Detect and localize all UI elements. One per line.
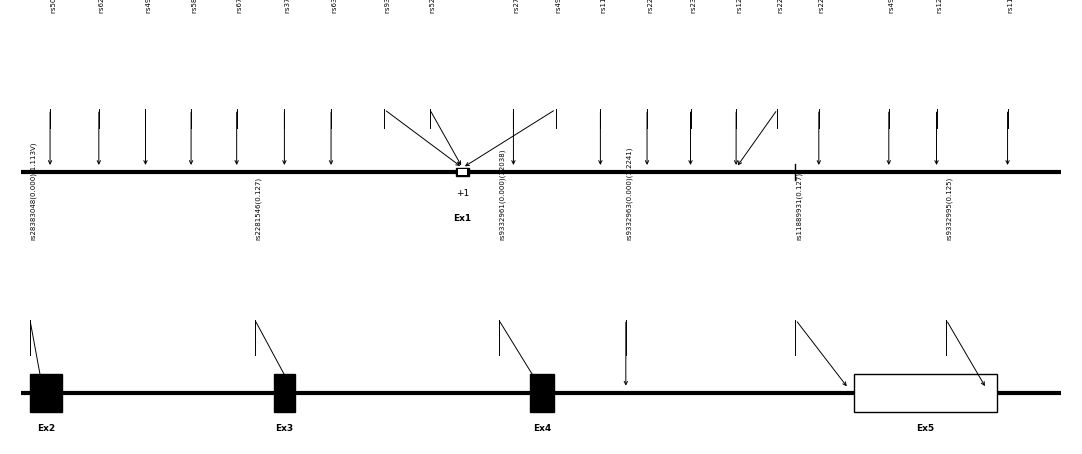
Text: rs523349 (0.455)(1.89Y): rs523349 (0.455)(1.89Y) (430, 0, 436, 13)
Bar (30, 374, 62, 411)
Text: rs4952224 (0.000): rs4952224 (0.000) (145, 0, 151, 13)
Text: rs9332963(0.000)(1.2241): rs9332963(0.000)(1.2241) (625, 147, 632, 240)
Text: rs28383048(0.000)(1.113V): rs28383048(0.000)(1.113V) (30, 142, 37, 240)
Bar (854, 374, 997, 411)
Text: rs2208532 (0.444): rs2208532 (0.444) (647, 0, 654, 13)
Text: rs2268796 (0.358): rs2268796 (0.358) (778, 0, 784, 13)
Bar (274, 374, 295, 411)
Text: rs508562 (0.463): rs508562 (0.463) (50, 0, 56, 13)
Text: rs9332961(0.000)(32038): rs9332961(0.000)(32038) (499, 149, 505, 240)
Text: rs9332960 (0.000)(Q6X): rs9332960 (0.000)(Q6X) (384, 0, 391, 13)
Bar (530, 374, 554, 411)
Text: Ex1: Ex1 (453, 214, 472, 223)
Text: Ex2: Ex2 (37, 424, 55, 433)
Text: rs2300697 (0.456): rs2300697 (0.456) (690, 0, 697, 13)
Text: rs2268794 (0.123): rs2268794 (0.123) (819, 0, 826, 13)
Text: rs11889931(0.127): rs11889931(0.127) (795, 172, 802, 240)
Text: rs4952222 (0.000): rs4952222 (0.000) (556, 0, 563, 13)
Text: +1: +1 (456, 189, 470, 197)
Text: rs632148 (0.458): rs632148 (0.458) (331, 0, 338, 13)
Bar (457, 168, 469, 176)
Text: Ex4: Ex4 (533, 424, 551, 433)
Text: rs6760033 (0.483): rs6760033 (0.483) (237, 0, 243, 13)
Text: rs9332995(0.125): rs9332995(0.125) (946, 177, 952, 240)
Text: rs623419 (0.479): rs623419 (0.479) (98, 0, 105, 13)
Text: rs12467911 (0.484): rs12467911 (0.484) (736, 0, 742, 13)
Text: rs2281546(0.127): rs2281546(0.127) (254, 177, 261, 240)
Text: rs11675297 (0.111): rs11675297 (0.111) (601, 0, 607, 13)
Text: rs3754838 (0.124): rs3754838 (0.124) (285, 0, 291, 13)
Text: rs4952220 (0.328): rs4952220 (0.328) (888, 0, 895, 13)
Text: rs11892064 (0.120): rs11892064 (0.120) (1007, 0, 1014, 13)
Bar (458, 169, 467, 175)
Text: rs2754530 (0.482): rs2754530 (0.482) (514, 0, 520, 13)
Text: rs585880 (0.351): rs585880 (0.351) (192, 0, 198, 13)
Text: Ex5: Ex5 (916, 424, 935, 433)
Text: Ex3: Ex3 (275, 424, 293, 433)
Text: rs12470143 (0.322): rs12470143 (0.322) (937, 0, 944, 13)
